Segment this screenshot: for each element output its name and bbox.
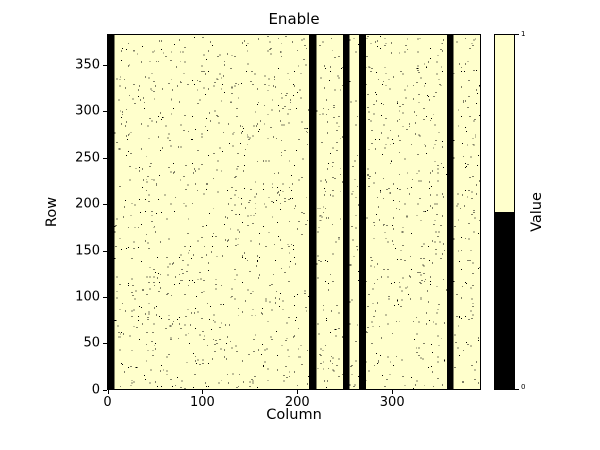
colorbar [494, 34, 515, 390]
y-tick-mark [103, 389, 107, 391]
colorbar-segment-low [495, 212, 514, 389]
y-tick-label: 150 [75, 243, 100, 258]
x-tick-mark [297, 390, 299, 394]
y-axis-label: Row [44, 196, 60, 228]
colorbar-tick-label-bottom: 0 [521, 383, 526, 391]
x-tick-mark [202, 390, 204, 394]
y-tick-label: 200 [75, 196, 100, 212]
y-tick-mark [103, 343, 107, 345]
y-tick-mark [103, 204, 107, 206]
x-axis-label: Column [266, 407, 322, 423]
heatmap-canvas [108, 35, 480, 389]
y-tick-label: 250 [75, 150, 100, 166]
x-tick-label: 100 [189, 395, 215, 410]
y-tick-mark [103, 157, 107, 159]
y-tick-label: 50 [83, 335, 100, 351]
colorbar-tick-mark-bottom [515, 389, 519, 390]
y-tick-mark [103, 296, 107, 298]
colorbar-label: Value [529, 192, 545, 232]
y-tick-mark [103, 250, 107, 252]
y-tick-label: 350 [75, 57, 100, 73]
colorbar-tick-mark-top [515, 34, 519, 35]
x-tick-label: 0 [103, 395, 112, 410]
colorbar-tick-label-top: 1 [521, 30, 526, 38]
y-tick-mark [103, 111, 107, 113]
x-tick-mark [392, 390, 394, 394]
y-tick-label: 100 [75, 289, 100, 305]
colorbar-segment-high [495, 35, 514, 212]
y-tick-mark [103, 65, 107, 67]
chart-title: Enable [268, 10, 320, 28]
heatmap-plot-area [107, 34, 481, 390]
x-tick-label: 300 [379, 395, 405, 410]
y-tick-label: 300 [75, 103, 100, 119]
x-tick-label: 200 [284, 395, 310, 410]
x-tick-mark [107, 390, 109, 394]
y-tick-label: 0 [91, 382, 100, 397]
